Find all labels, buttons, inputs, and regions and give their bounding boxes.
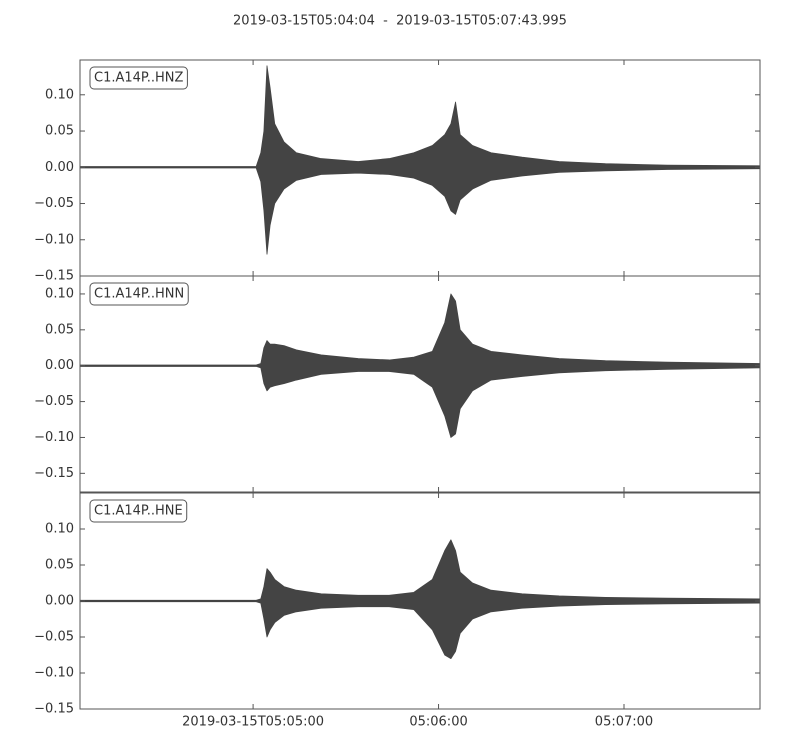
- waveform-upper: [79, 65, 761, 168]
- y-tick-label: −0.15: [34, 269, 74, 284]
- y-tick-label: 0.05: [45, 124, 74, 139]
- y-tick-label: 0.10: [45, 286, 74, 301]
- x-tick-label: 05:07:00: [595, 715, 653, 730]
- trace-label: C1.A14P..HNZ: [94, 71, 183, 86]
- panel-frame: [79, 492, 761, 710]
- y-tick-label: 0.10: [45, 522, 74, 537]
- waveform-upper: [79, 293, 761, 367]
- waveform-lower: [79, 600, 761, 659]
- y-tick-label: −0.05: [34, 394, 74, 409]
- y-tick-label: −0.05: [34, 196, 74, 211]
- y-tick-label: −0.10: [34, 232, 74, 247]
- y-tick-label: 0.00: [45, 358, 74, 373]
- trace-label: C1.A14P..HNE: [94, 504, 183, 519]
- waveform-lower: [79, 166, 761, 255]
- waveform-upper: [79, 539, 761, 602]
- trace-label-box: [89, 66, 188, 90]
- trace-label-box: [89, 282, 189, 306]
- y-tick-label: 0.05: [45, 558, 74, 573]
- y-tick-label: −0.10: [34, 430, 74, 445]
- y-tick-label: 0.05: [45, 322, 74, 337]
- trace-label: C1.A14P..HNN: [94, 287, 184, 302]
- x-tick-label: 05:06:00: [409, 715, 467, 730]
- y-tick-label: −0.05: [34, 630, 74, 645]
- trace-label-box: [89, 499, 188, 523]
- y-tick-label: 0.00: [45, 160, 74, 175]
- chart-title: 2019-03-15T05:04:04 - 2019-03-15T05:07:4…: [233, 14, 567, 29]
- waveform-lower: [79, 365, 761, 438]
- y-tick-label: 0.00: [45, 594, 74, 609]
- y-tick-label: 0.10: [45, 87, 74, 102]
- y-tick-label: −0.15: [34, 466, 74, 481]
- y-tick-label: −0.15: [34, 702, 74, 717]
- y-tick-label: −0.10: [34, 666, 74, 681]
- panel-frame: [79, 275, 761, 493]
- x-tick-label: 2019-03-15T05:05:00: [182, 715, 324, 730]
